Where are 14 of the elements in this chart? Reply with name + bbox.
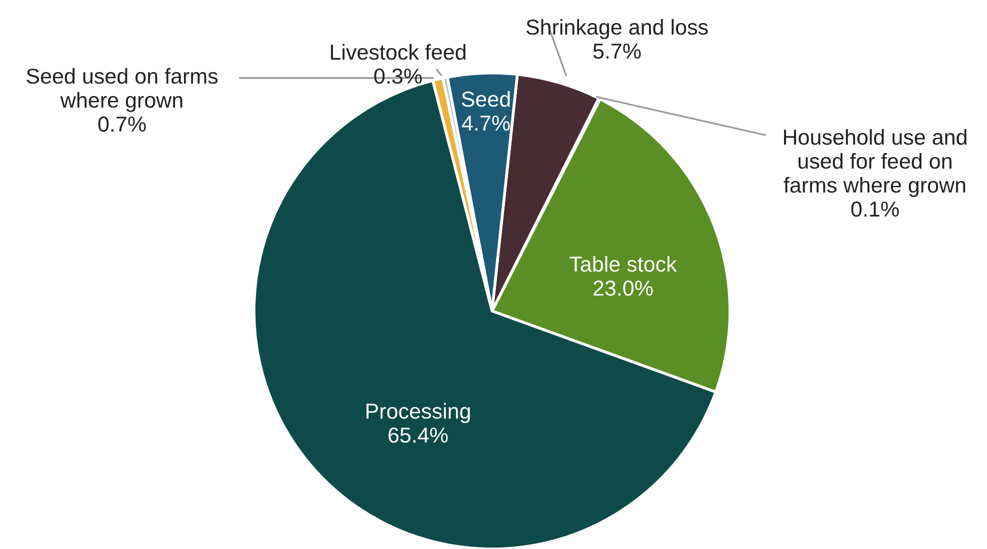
data-label: 65.4% [388, 428, 448, 443]
slice-label: Seed [462, 90, 510, 107]
slice-label: Table stock [570, 256, 677, 272]
data-label: 0.7% [98, 116, 146, 132]
data-label: 4.7% [462, 116, 510, 131]
data-label: 0.3% [374, 68, 422, 84]
data-label: 23.0% [594, 280, 653, 296]
slice-label: Household use and used for feed on farms where grown [784, 129, 966, 198]
slice-label: Seed used on farms where grown [26, 68, 218, 112]
slice-label: Livestock feed [330, 44, 466, 60]
slice-label: Shrinkage and loss [526, 18, 708, 40]
data-label: 5.7% [593, 44, 641, 59]
slice-label: Processing [366, 402, 470, 424]
data-label: 0.1% [851, 201, 899, 217]
